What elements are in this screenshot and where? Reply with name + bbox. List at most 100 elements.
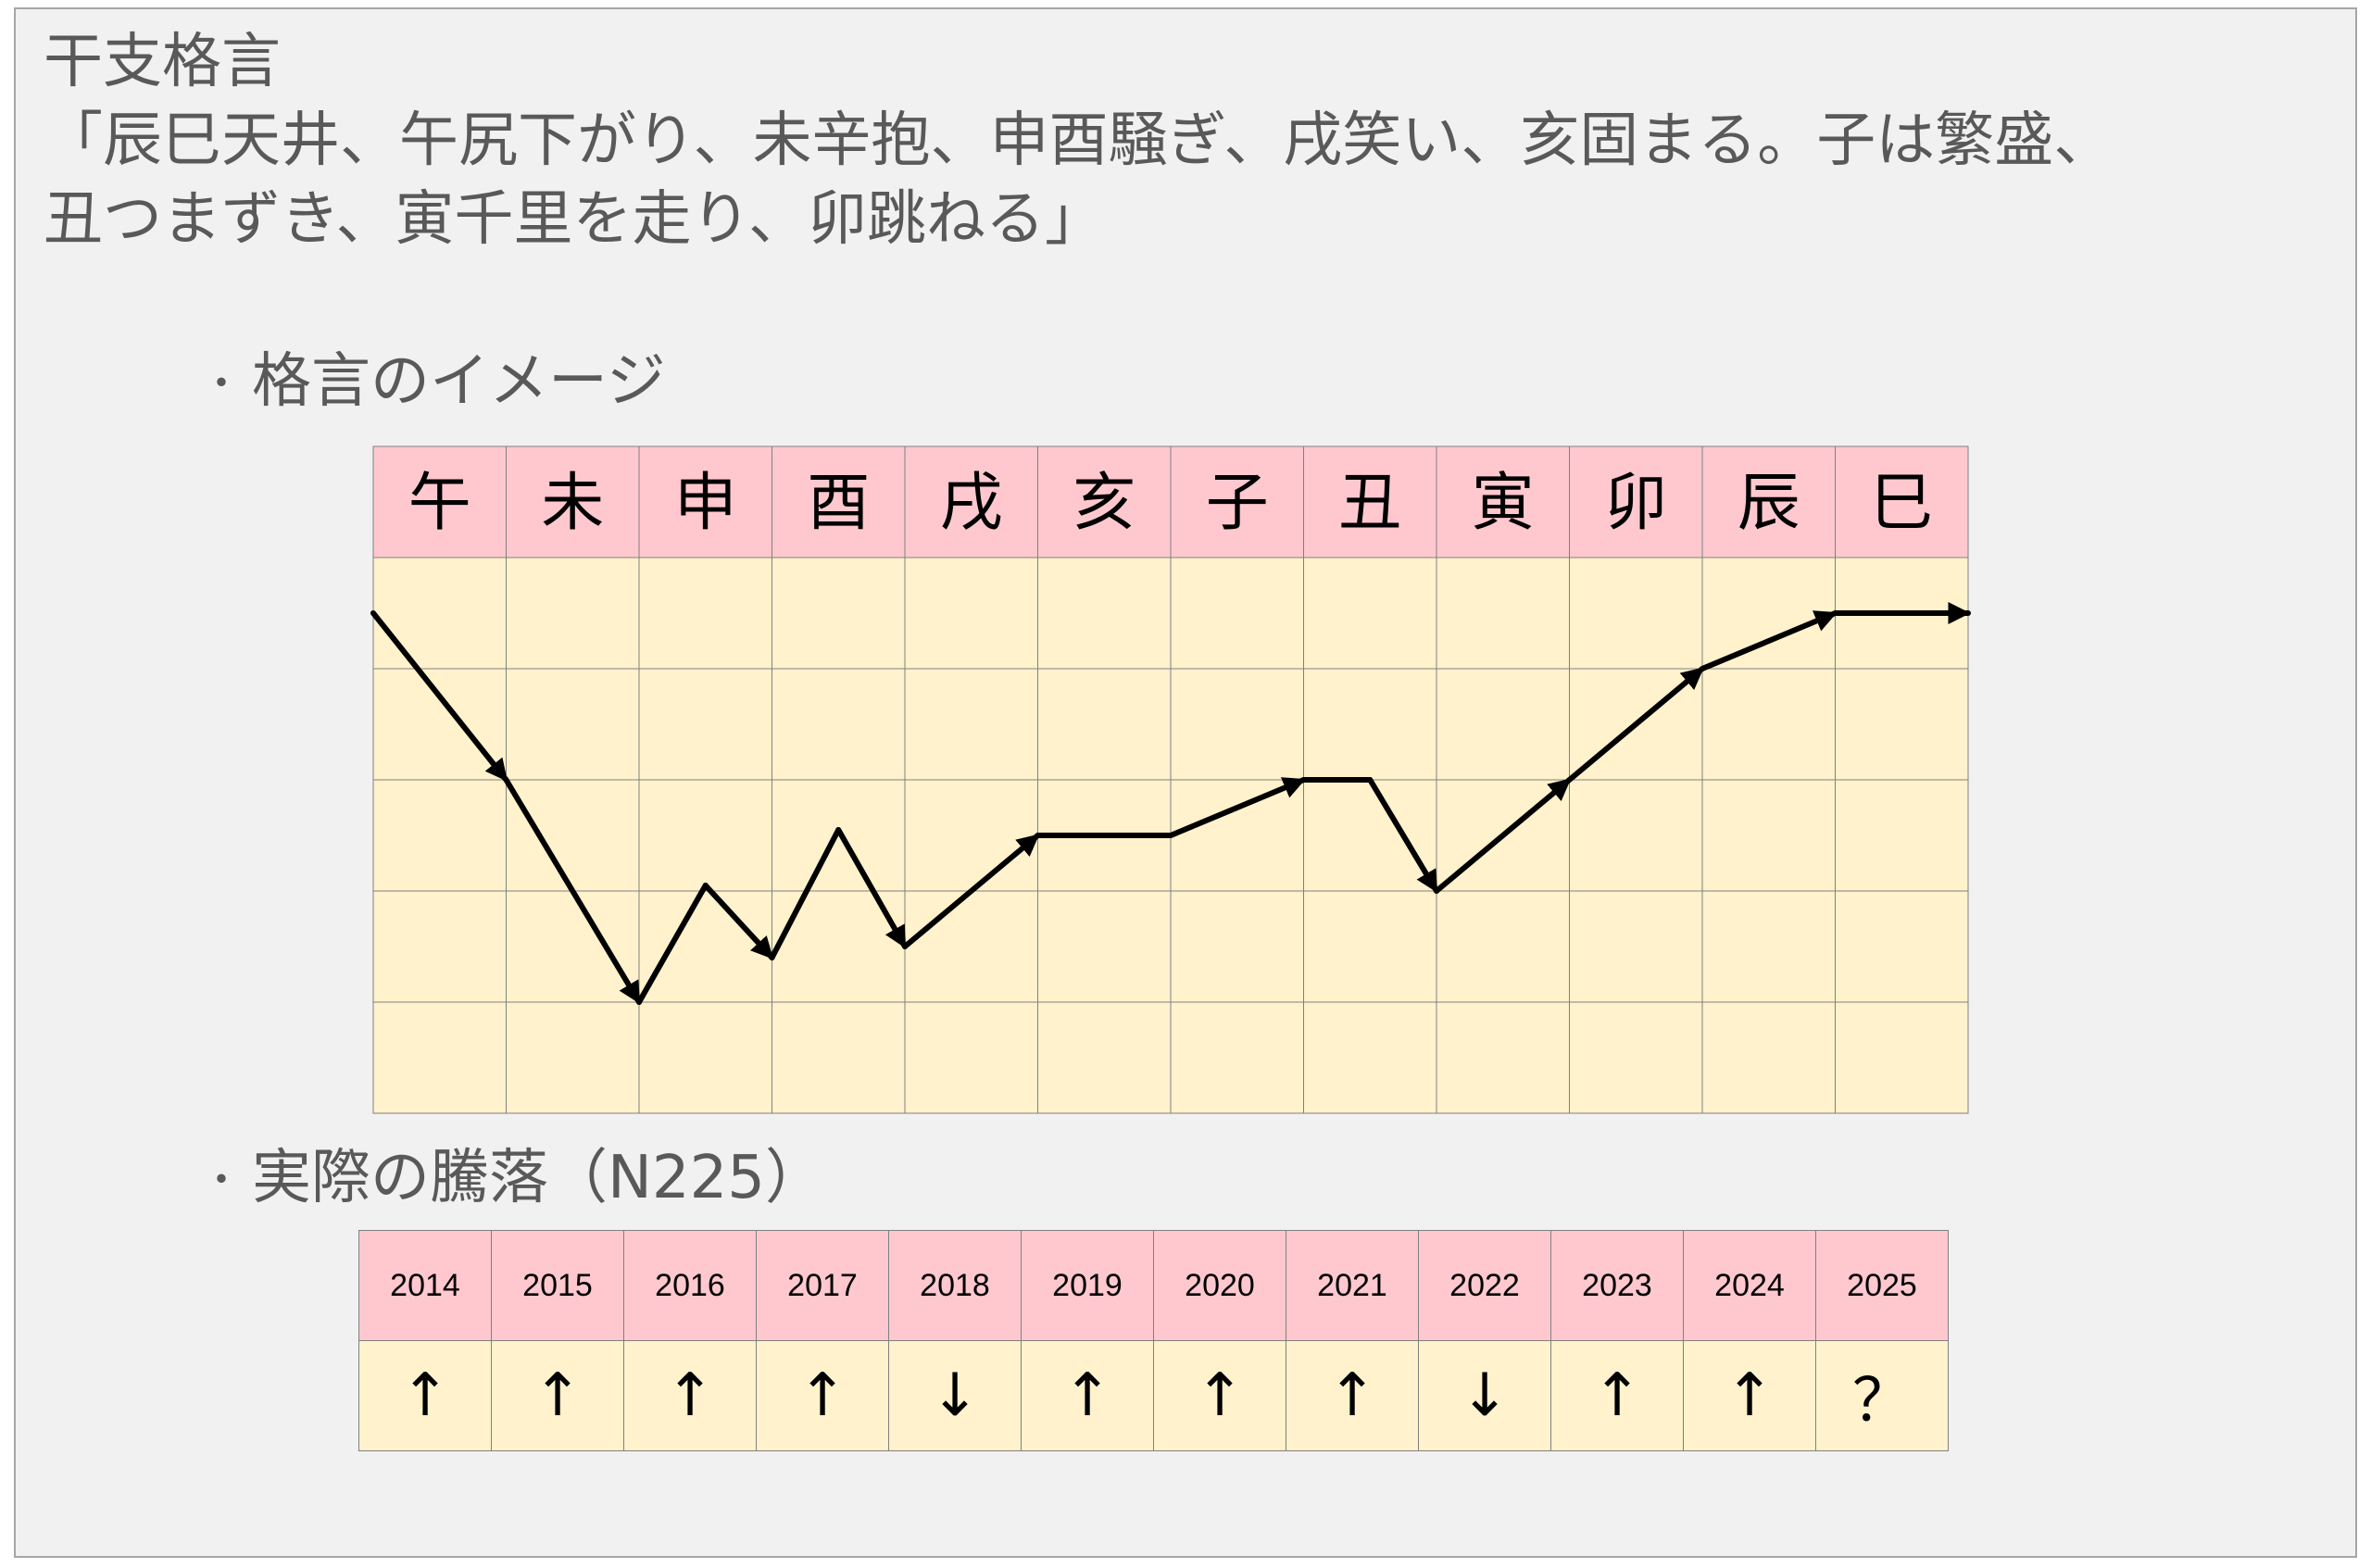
trend-segment xyxy=(1434,777,1573,894)
trend-line xyxy=(370,602,1971,1005)
move-cell: ↑ xyxy=(1286,1340,1419,1451)
zodiac-header-cell xyxy=(506,445,640,558)
trend-segment xyxy=(769,827,842,960)
grid-cell xyxy=(1436,890,1570,1003)
grid-cell xyxy=(1170,557,1304,670)
grid-cell xyxy=(772,557,906,670)
trend-segment xyxy=(1566,666,1705,783)
section-heading-text: 格言のイメージ xyxy=(252,347,666,416)
zodiac-label: 戌 xyxy=(940,467,1003,540)
move-cell: ↑ xyxy=(1153,1340,1286,1451)
grid-cell xyxy=(1835,890,1969,1003)
grid-cell xyxy=(1569,779,1703,892)
proverb-line-1: 「辰巳天井、午尻下がり、未辛抱、申酉騒ぎ、戌笑い、亥固まる。子は繁盛、 xyxy=(44,107,2114,175)
move-cell: ↓ xyxy=(1418,1340,1551,1451)
year-cell: 2020 xyxy=(1153,1230,1286,1341)
bullet-mark: ・ xyxy=(201,360,242,408)
year-cell: 2016 xyxy=(623,1230,757,1341)
zodiac-label: 亥 xyxy=(1073,467,1135,540)
grid-cell xyxy=(1037,557,1172,670)
grid-cell xyxy=(1037,1001,1172,1114)
grid-cell xyxy=(638,890,772,1003)
trend-segment xyxy=(370,610,509,783)
move-cell: ↑ xyxy=(358,1340,492,1451)
actual-moves-table: 2014 2015 2016 2017 2018 2019 2020 2021 2022 2023… xyxy=(358,1230,1949,1451)
grid-cell xyxy=(506,668,640,781)
year-cell: 2025 xyxy=(1815,1230,1949,1341)
chart-grid xyxy=(372,557,1969,1114)
trend-segment xyxy=(835,827,908,949)
grid-cell xyxy=(904,1001,1038,1114)
zodiac-label: 卯 xyxy=(1604,467,1667,540)
move-cell: ↓ xyxy=(888,1340,1022,1451)
grid-cell xyxy=(506,890,640,1003)
grid-cell xyxy=(506,557,640,670)
grid-cell xyxy=(1569,1001,1703,1114)
grid-cell xyxy=(1436,668,1570,781)
grid-cell xyxy=(1170,890,1304,1003)
grid-cell xyxy=(1701,1001,1836,1114)
grid-cell xyxy=(638,557,772,670)
grid-cell xyxy=(904,668,1038,781)
grid-cell xyxy=(1037,668,1172,781)
bullet-mark: ・ xyxy=(201,1157,242,1205)
grid-cell xyxy=(772,668,906,781)
grid-cell xyxy=(904,557,1038,670)
trend-segment xyxy=(1700,610,1838,671)
zodiac-label: 子 xyxy=(1206,467,1269,540)
move-row: ↑ ↑ ↑ ↑ ↓ ↑ ↑ ↑ ↓ ↑ ↑？ xyxy=(358,1340,1949,1451)
grid-cell xyxy=(1303,1001,1437,1114)
zodiac-label: 未 xyxy=(541,467,604,540)
move-cell: ？ xyxy=(1815,1340,1949,1451)
grid-cell xyxy=(1303,890,1437,1003)
move-cell: ↑ xyxy=(1550,1340,1684,1451)
grid-cell xyxy=(506,1001,640,1114)
year-cell: 2018 xyxy=(888,1230,1022,1341)
zodiac-label: 辰 xyxy=(1737,467,1800,540)
grid-cell xyxy=(506,779,640,892)
grid-cell xyxy=(1037,890,1172,1003)
grid-cell xyxy=(638,668,772,781)
trend-segment xyxy=(503,777,642,1005)
grid-cell xyxy=(1835,779,1969,892)
move-cell: ↑ xyxy=(623,1340,757,1451)
grid-cell xyxy=(1170,779,1304,892)
year-cell: 2014 xyxy=(358,1230,492,1341)
year-cell: 2023 xyxy=(1550,1230,1684,1341)
zodiac-label: 酉 xyxy=(807,467,870,540)
zodiac-header-row: 午未申酉戌亥子丑寅卯辰巳 xyxy=(372,445,1969,558)
trend-segment xyxy=(1168,777,1307,838)
move-cell: ↑ xyxy=(1021,1340,1154,1451)
grid-cell xyxy=(1701,779,1836,892)
grid-cell xyxy=(904,779,1038,892)
grid-cell xyxy=(638,1001,772,1114)
trend-segment xyxy=(636,883,709,1005)
move-cell: ↑ xyxy=(756,1340,889,1451)
year-cell: 2021 xyxy=(1286,1230,1419,1341)
grid-cell xyxy=(1303,668,1437,781)
trend-segment xyxy=(1367,777,1439,894)
grid-cell xyxy=(1835,668,1969,781)
zodiac-label: 寅 xyxy=(1472,467,1535,540)
grid-cell xyxy=(1835,1001,1969,1114)
year-cell: 2019 xyxy=(1021,1230,1154,1341)
grid-cell xyxy=(1436,557,1570,670)
trend-segment xyxy=(702,883,775,960)
proverb-line-2: 丑つまずき、寅千里を走り、卯跳ねる」 xyxy=(44,185,1104,254)
grid-cell xyxy=(372,1001,507,1114)
zodiac-label: 丑 xyxy=(1338,467,1401,540)
move-cell: ↑ xyxy=(1683,1340,1816,1451)
grid-cell xyxy=(1170,668,1304,781)
zodiac-label: 午 xyxy=(408,467,471,540)
move-cell: ↑ xyxy=(491,1340,624,1451)
zodiac-header-cell xyxy=(1037,445,1172,558)
zodiac-header-cell xyxy=(638,445,772,558)
zodiac-header-cell xyxy=(1835,445,1969,558)
grid-cell xyxy=(638,779,772,892)
grid-cell xyxy=(1701,890,1836,1003)
year-cell: 2024 xyxy=(1683,1230,1816,1341)
grid-cell xyxy=(1303,557,1437,670)
grid-cell xyxy=(1569,557,1703,670)
zodiac-header-cell xyxy=(1170,445,1304,558)
